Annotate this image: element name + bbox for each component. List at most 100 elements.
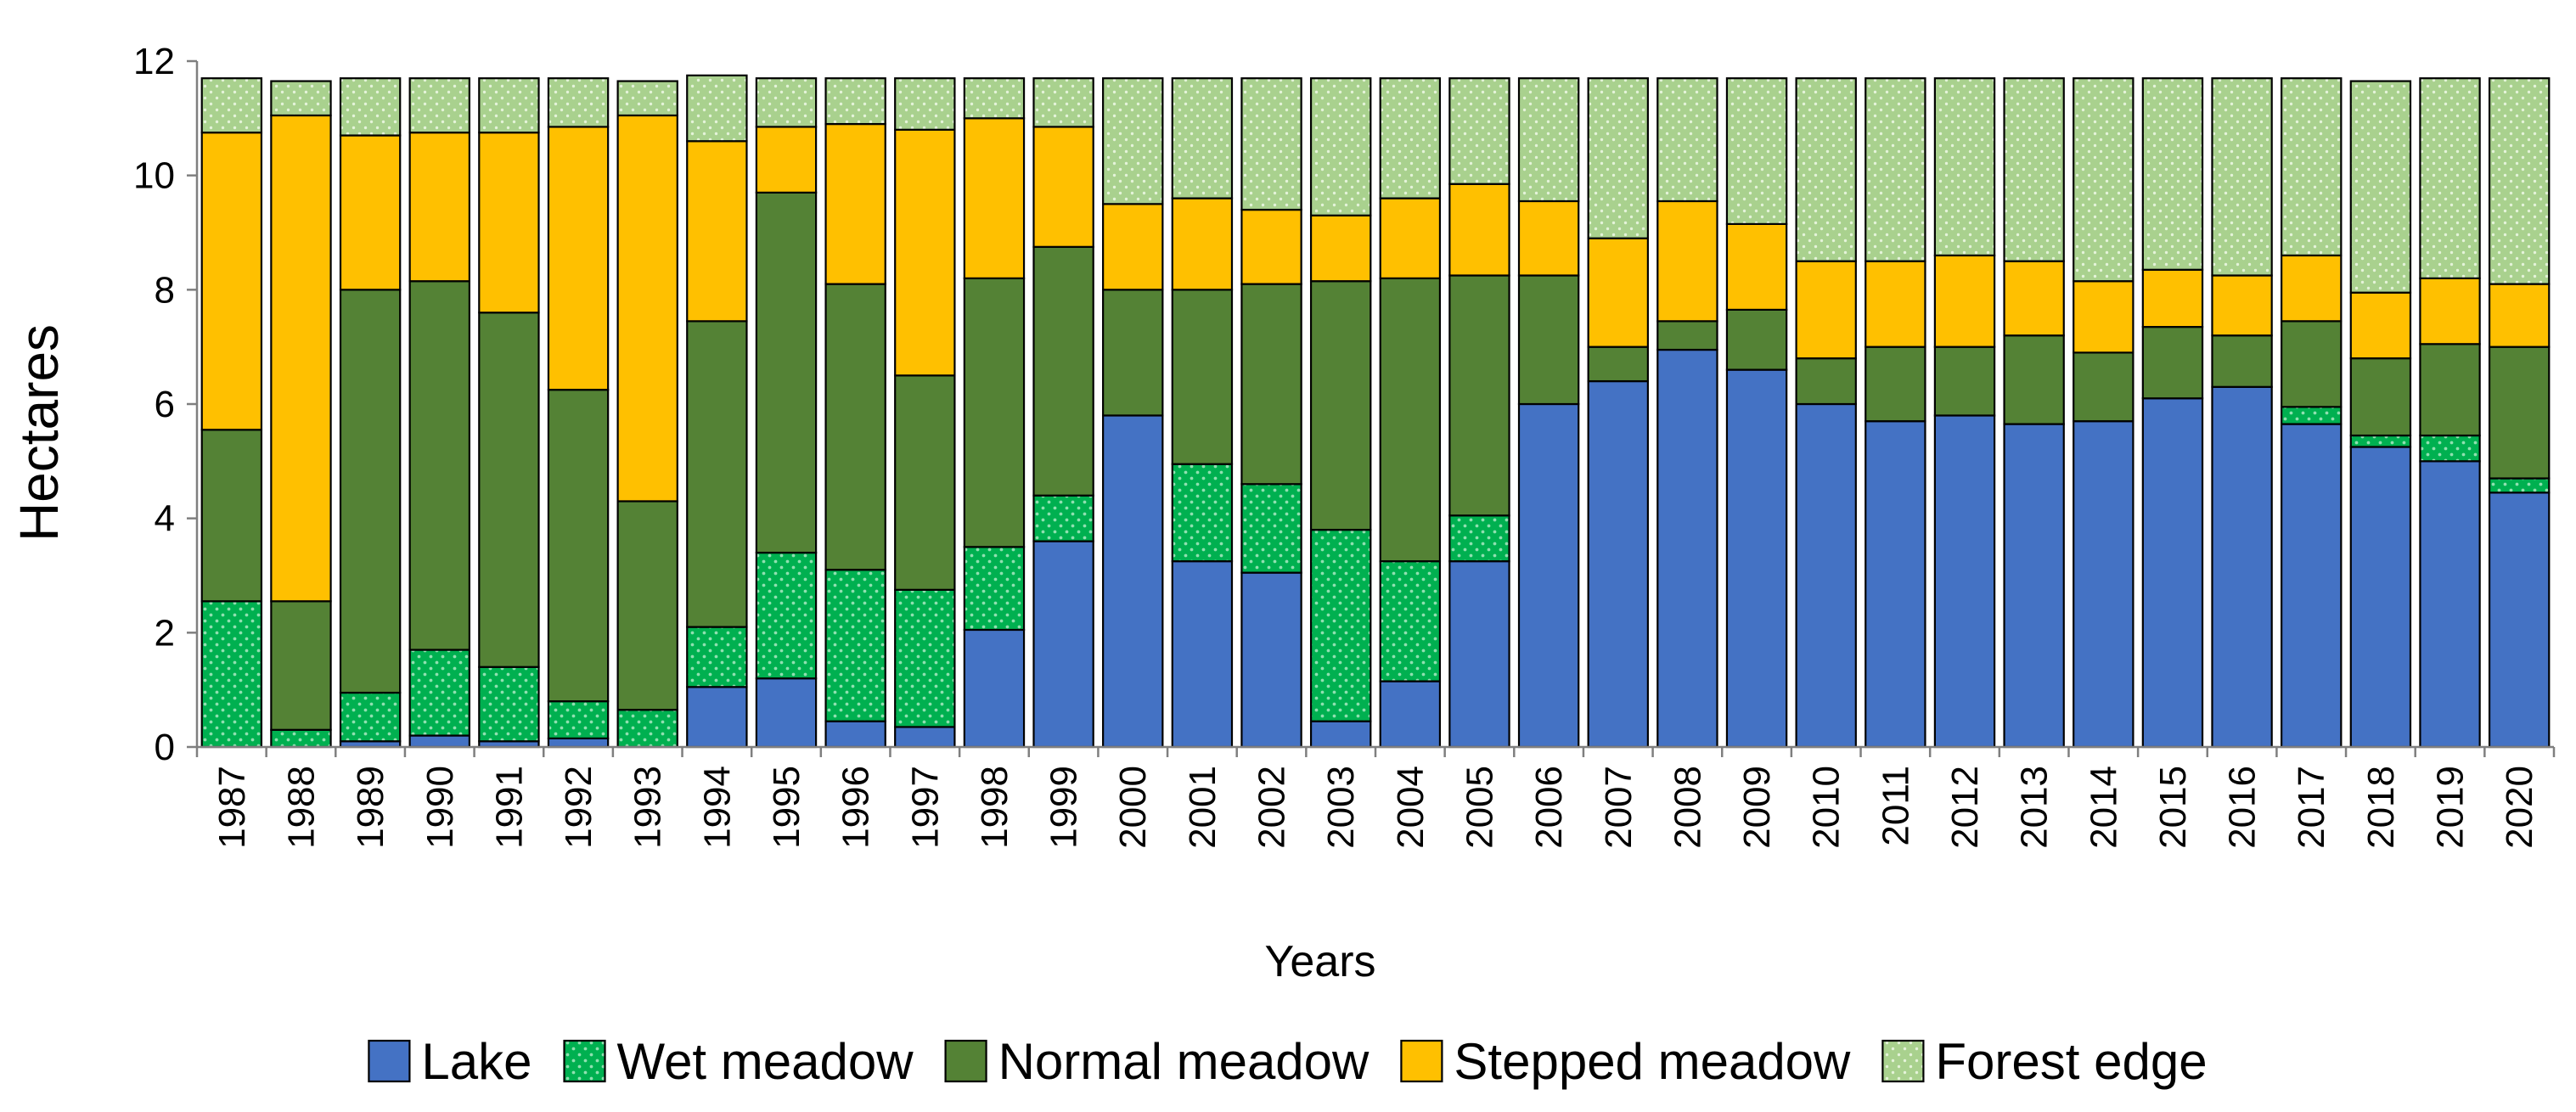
- bar-normal-meadow-1994: [686, 320, 748, 628]
- bar-normal-meadow-2008: [1656, 320, 1718, 351]
- bar-lake-1999: [1032, 540, 1094, 749]
- bar-stepped-meadow-2011: [1865, 260, 1926, 348]
- bar-stepped-meadow-2001: [1171, 197, 1234, 291]
- bar-lake-2001: [1171, 560, 1234, 749]
- x-tick-label-2011: 2011: [1875, 766, 1916, 846]
- x-tick-label-2017: 2017: [2291, 766, 2332, 849]
- bar-stepped-meadow-2009: [1725, 222, 1788, 311]
- bar-lake-1992: [547, 737, 610, 749]
- bar-wet-meadow-1994: [686, 626, 748, 688]
- bar-stepped-meadow-2020: [2488, 283, 2551, 348]
- bar-normal-meadow-2003: [1309, 280, 1372, 531]
- x-tick-label-1989: 1989: [350, 766, 391, 849]
- bar-lake-2018: [2349, 446, 2412, 749]
- bar-forest-edge-1993: [616, 80, 678, 117]
- x-tick-label-2003: 2003: [1320, 766, 1362, 849]
- bar-forest-edge-1991: [478, 77, 540, 134]
- x-tick-label-2015: 2015: [2152, 766, 2194, 849]
- legend-swatch-stepped-meadow: [1400, 1039, 1443, 1083]
- bar-lake-1994: [686, 686, 748, 749]
- bar-forest-edge-1989: [339, 77, 402, 137]
- bar-normal-meadow-2017: [2281, 320, 2343, 408]
- bar-lake-2013: [2003, 423, 2065, 749]
- x-axis: 1987 1988 1989 1990 1991 1992 1993 1994 1995 1996…: [195, 745, 2556, 849]
- bar-forest-edge-2014: [2073, 77, 2134, 283]
- bar-wet-meadow-2002: [1240, 483, 1302, 574]
- legend-label-normal-meadow: Normal meadow: [998, 1033, 1370, 1090]
- legend-item-forest-edge: Forest edge: [1881, 1033, 2208, 1090]
- bar-normal-meadow-2009: [1725, 308, 1788, 371]
- bar-stepped-meadow-1997: [894, 128, 956, 377]
- legend-label-stepped-meadow: Stepped meadow: [1454, 1033, 1851, 1090]
- bar-lake-2019: [2419, 460, 2481, 749]
- x-tick-label-1998: 1998: [974, 766, 1015, 849]
- y-tick-label: 10: [133, 155, 175, 197]
- bar-normal-meadow-2001: [1171, 289, 1234, 465]
- bar-wet-meadow-1998: [963, 546, 1026, 632]
- legend-item-normal-meadow: Normal meadow: [944, 1033, 1370, 1090]
- legend-label-lake: Lake: [421, 1033, 532, 1090]
- bar-stepped-meadow-1992: [547, 126, 610, 391]
- bar-forest-edge-2020: [2488, 77, 2551, 285]
- y-tick-label: 8: [155, 269, 175, 311]
- bar-stepped-meadow-1995: [755, 126, 818, 194]
- x-tick-label-2020: 2020: [2499, 766, 2540, 849]
- x-tick-label-1999: 1999: [1043, 766, 1085, 849]
- legend-swatch-forest-edge: [1881, 1039, 1925, 1083]
- x-tick-label-1988: 1988: [280, 766, 322, 849]
- bar-forest-edge-2011: [1865, 77, 1926, 262]
- bar-forest-edge-2003: [1309, 77, 1372, 216]
- y-axis-title: Hectares: [8, 324, 70, 542]
- bar-normal-meadow-1995: [755, 191, 818, 554]
- bar-wet-meadow-2018: [2349, 434, 2412, 448]
- bar-forest-edge-2002: [1240, 77, 1302, 211]
- bar-forest-edge-2008: [1656, 77, 1718, 203]
- bar-forest-edge-1996: [824, 77, 886, 126]
- bar-stepped-meadow-1990: [408, 132, 470, 283]
- bar-forest-edge-2018: [2349, 80, 2412, 294]
- bar-lake-2003: [1309, 720, 1372, 749]
- bar-stepped-meadow-2015: [2141, 268, 2204, 329]
- bar-stepped-meadow-1991: [478, 132, 540, 314]
- bar-stepped-meadow-2008: [1656, 199, 1718, 323]
- bar-normal-meadow-1998: [963, 277, 1026, 548]
- bar-normal-meadow-1996: [824, 283, 886, 571]
- y-tick-label: 0: [155, 727, 175, 768]
- bar-normal-meadow-2005: [1448, 274, 1510, 517]
- bar-normal-meadow-2010: [1795, 357, 1857, 406]
- bar-stepped-meadow-2013: [2003, 260, 2065, 337]
- x-tick-label-1991: 1991: [488, 766, 530, 849]
- bar-forest-edge-2017: [2281, 77, 2343, 257]
- bar-lake-2020: [2488, 491, 2551, 749]
- x-tick-label-2007: 2007: [1598, 766, 1640, 849]
- bar-wet-meadow-2017: [2281, 406, 2343, 425]
- bar-lake-2004: [1379, 680, 1442, 749]
- bar-wet-meadow-2019: [2419, 434, 2481, 463]
- bar-normal-meadow-2007: [1587, 345, 1649, 383]
- bar-stepped-meadow-2004: [1379, 197, 1442, 279]
- bar-forest-edge-1997: [894, 77, 956, 131]
- bar-normal-meadow-2014: [2073, 351, 2134, 423]
- bar-forest-edge-2005: [1448, 77, 1510, 185]
- bar-lake-2012: [1933, 414, 1996, 749]
- bar-normal-meadow-1993: [616, 500, 678, 711]
- x-tick-label-2005: 2005: [1459, 766, 1500, 849]
- x-tick-label-1994: 1994: [696, 766, 738, 849]
- x-tick-label-1997: 1997: [904, 766, 946, 849]
- legend-swatch-lake: [368, 1039, 411, 1083]
- bar-wet-meadow-2001: [1171, 463, 1234, 563]
- x-tick-label-1996: 1996: [835, 766, 877, 849]
- x-tick-label-1987: 1987: [211, 766, 253, 849]
- x-tick-label-2001: 2001: [1182, 766, 1223, 849]
- bar-normal-meadow-2006: [1517, 274, 1580, 406]
- x-tick-label-1995: 1995: [766, 766, 807, 849]
- bar-lake-2000: [1102, 414, 1164, 749]
- x-tick-label-2019: 2019: [2430, 766, 2472, 849]
- bar-stepped-meadow-1999: [1032, 126, 1094, 248]
- bar-lake-2005: [1448, 560, 1510, 749]
- y-tick-label: 12: [133, 41, 175, 82]
- bar-lake-2008: [1656, 348, 1718, 749]
- bar-normal-meadow-1987: [200, 429, 263, 603]
- bar-stepped-meadow-1987: [200, 132, 263, 431]
- bar-forest-edge-1988: [270, 80, 332, 117]
